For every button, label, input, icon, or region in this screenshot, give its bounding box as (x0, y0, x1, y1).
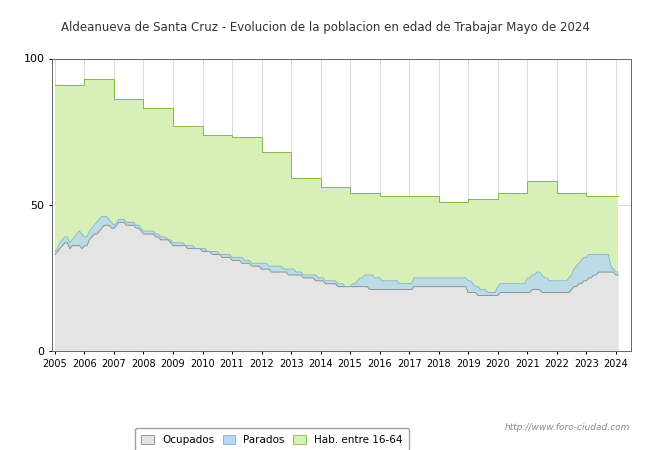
Legend: Ocupados, Parados, Hab. entre 16-64: Ocupados, Parados, Hab. entre 16-64 (135, 428, 409, 450)
Text: Aldeanueva de Santa Cruz - Evolucion de la poblacion en edad de Trabajar Mayo de: Aldeanueva de Santa Cruz - Evolucion de … (60, 21, 590, 33)
Text: http://www.foro-ciudad.com: http://www.foro-ciudad.com (505, 423, 630, 432)
